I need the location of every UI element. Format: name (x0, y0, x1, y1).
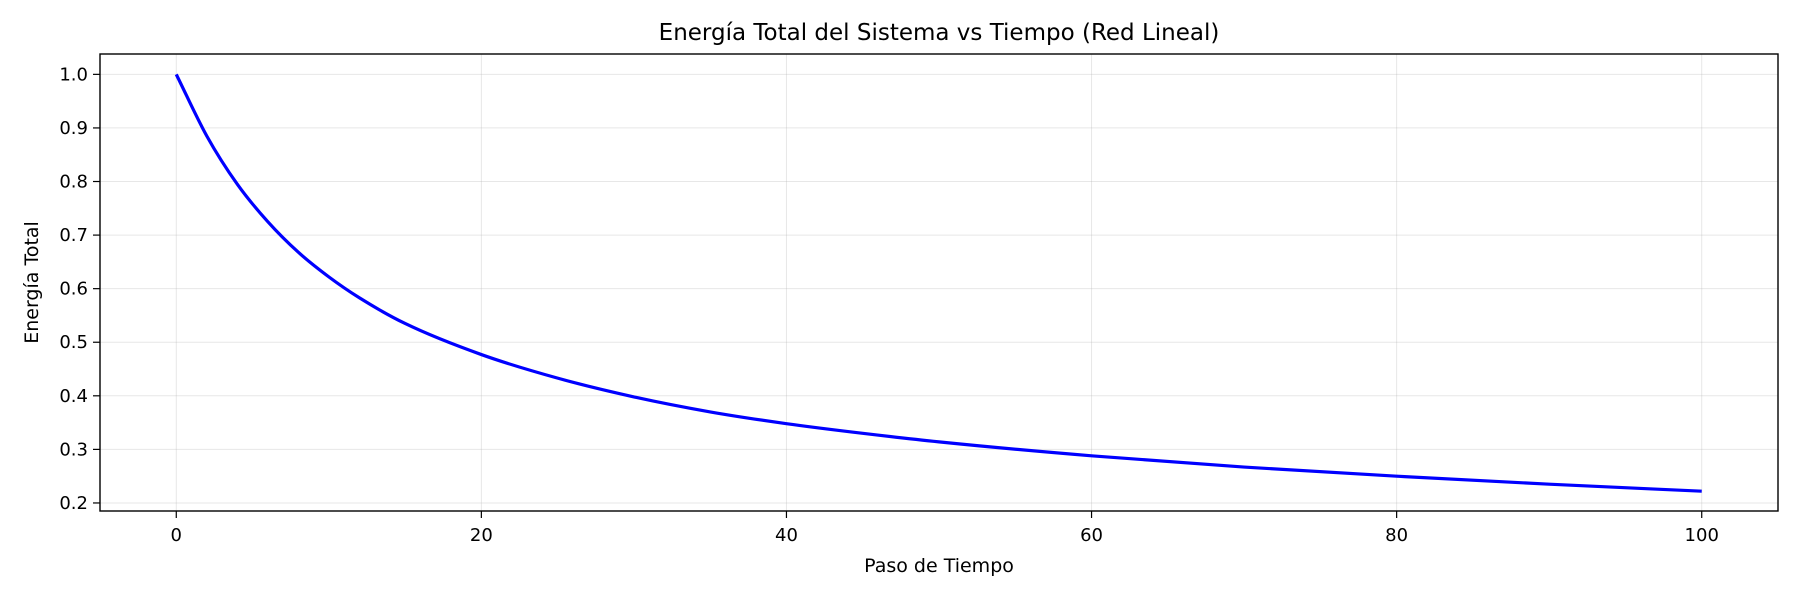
series-layer (174, 73, 1702, 493)
y-tick-label: 0.4 (59, 386, 88, 407)
x-tick-label: 20 (470, 525, 493, 546)
ticks: 0 20 40 60 80 100 0.2 0.3 0.4 0.5 0.6 0.7 0.8 0.9 1.0 (59, 64, 1719, 546)
y-tick-label: 0.2 (59, 493, 88, 514)
y-tick-label: 0.6 (59, 279, 88, 300)
x-tick-label: 0 (171, 525, 182, 546)
y-tick-label: 0.3 (59, 439, 88, 460)
y-tick-label: 0.8 (59, 172, 88, 193)
x-tick-label: 40 (775, 525, 798, 546)
series-line (174, 73, 1702, 493)
chart-title: Energía Total del Sistema vs Tiempo (Red… (659, 20, 1220, 46)
x-tick-label: 80 (1385, 525, 1408, 546)
x-tick-label: 100 (1685, 525, 1719, 546)
y-tick-label: 0.5 (59, 332, 88, 353)
axes-frame (99, 53, 1779, 512)
x-tick-label: 60 (1080, 525, 1103, 546)
grid (100, 54, 1778, 511)
y-axis-label: Energía Total (21, 221, 43, 344)
y-tick-label: 0.7 (59, 225, 88, 246)
y-tick-label: 0.9 (59, 118, 88, 139)
x-axis-label: Paso de Tiempo (864, 555, 1014, 577)
y-tick-label: 1.0 (59, 64, 88, 85)
